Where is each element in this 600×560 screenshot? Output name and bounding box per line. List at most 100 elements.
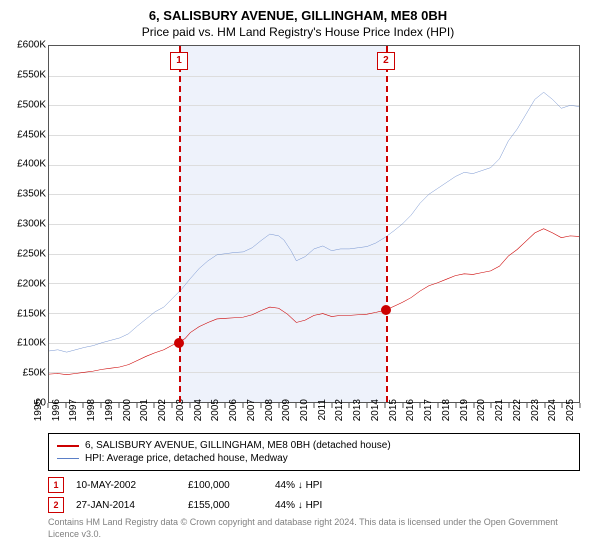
x-tick-label: 1995: [33, 399, 44, 429]
x-tick: [384, 403, 385, 408]
x-tick: [172, 403, 173, 408]
x-tick-label: 1997: [68, 399, 79, 429]
x-tick-label: 2021: [494, 399, 505, 429]
x-tick: [65, 403, 66, 408]
x-tick-label: 2023: [530, 399, 541, 429]
x-tick: [331, 403, 332, 408]
y-tick-label: £150K: [8, 308, 46, 319]
y-tick-label: £50K: [8, 368, 46, 379]
x-tick-label: 2005: [210, 399, 221, 429]
x-tick: [455, 403, 456, 408]
y-tick-label: £250K: [8, 248, 46, 259]
x-tick: [48, 403, 49, 408]
x-tick: [189, 403, 190, 408]
sales-table: 1 10-MAY-2002 £100,000 44% ↓ HPI 2 27-JAN-201…: [48, 477, 580, 517]
x-tick: [367, 403, 368, 408]
x-tick-label: 2025: [565, 399, 576, 429]
x-tick-label: 2011: [317, 399, 328, 429]
sale-date: 27-JAN-2014: [76, 500, 176, 511]
sale-marker: 1: [170, 52, 188, 70]
chart-title: 6, SALISBURY AVENUE, GILLINGHAM, ME8 0BH: [8, 8, 588, 23]
x-tick-label: 2024: [547, 399, 558, 429]
sale-vline: [179, 46, 181, 402]
y-tick-label: £550K: [8, 69, 46, 80]
chart-area: 12 £0£50K£100K£150K£200K£250K£300K£350K£…: [8, 45, 588, 425]
chart-subtitle: Price paid vs. HM Land Registry's House …: [8, 25, 588, 39]
x-tick-label: 1996: [51, 399, 62, 429]
x-tick-label: 2019: [459, 399, 470, 429]
x-tick: [296, 403, 297, 408]
x-tick: [314, 403, 315, 408]
x-tick: [562, 403, 563, 408]
y-tick-label: £600K: [8, 40, 46, 51]
sale-row-marker: 1: [48, 477, 64, 493]
series-price_paid: [49, 229, 579, 375]
x-tick-label: 2017: [423, 399, 434, 429]
y-tick-label: £100K: [8, 338, 46, 349]
x-tick: [154, 403, 155, 408]
x-tick-label: 2009: [281, 399, 292, 429]
x-tick-label: 2018: [441, 399, 452, 429]
legend-row: 6, SALISBURY AVENUE, GILLINGHAM, ME8 0BH…: [57, 440, 571, 451]
x-tick-label: 2014: [370, 399, 381, 429]
x-tick: [101, 403, 102, 408]
x-tick-label: 2001: [139, 399, 150, 429]
x-tick: [420, 403, 421, 408]
x-tick-label: 2003: [175, 399, 186, 429]
x-tick: [278, 403, 279, 408]
sale-marker: 2: [377, 52, 395, 70]
x-tick: [136, 403, 137, 408]
x-tick-label: 2007: [246, 399, 257, 429]
y-tick-label: £300K: [8, 219, 46, 230]
y-tick-label: £500K: [8, 99, 46, 110]
x-tick: [243, 403, 244, 408]
x-tick-label: 2015: [388, 399, 399, 429]
legend-label: 6, SALISBURY AVENUE, GILLINGHAM, ME8 0BH…: [85, 440, 391, 451]
sale-price: £155,000: [188, 500, 263, 511]
sale-dot: [174, 338, 184, 348]
x-tick-label: 2002: [157, 399, 168, 429]
x-tick: [491, 403, 492, 408]
x-tick: [207, 403, 208, 408]
y-tick-label: £350K: [8, 189, 46, 200]
y-tick-label: £400K: [8, 159, 46, 170]
sale-row: 2 27-JAN-2014 £155,000 44% ↓ HPI: [48, 497, 580, 513]
x-tick-label: 1998: [86, 399, 97, 429]
sale-row-marker: 2: [48, 497, 64, 513]
x-tick: [118, 403, 119, 408]
x-tick-label: 2008: [264, 399, 275, 429]
series-hpi: [49, 92, 579, 352]
y-tick-label: £200K: [8, 278, 46, 289]
sale-row: 1 10-MAY-2002 £100,000 44% ↓ HPI: [48, 477, 580, 493]
x-tick: [473, 403, 474, 408]
sale-date: 10-MAY-2002: [76, 480, 176, 491]
x-tick-label: 2022: [512, 399, 523, 429]
legend-swatch: [57, 458, 79, 459]
x-tick: [544, 403, 545, 408]
legend-swatch: [57, 445, 79, 447]
x-tick-label: 2010: [299, 399, 310, 429]
sale-dot: [381, 305, 391, 315]
x-tick: [225, 403, 226, 408]
x-tick-label: 2020: [476, 399, 487, 429]
sale-vline: [386, 46, 388, 402]
x-tick-label: 2016: [405, 399, 416, 429]
sale-delta: 44% ↓ HPI: [275, 480, 375, 491]
sale-price: £100,000: [188, 480, 263, 491]
x-tick: [526, 403, 527, 408]
copyright-footnote: Contains HM Land Registry data © Crown c…: [48, 517, 580, 540]
x-tick: [438, 403, 439, 408]
x-tick: [83, 403, 84, 408]
x-tick-label: 2006: [228, 399, 239, 429]
x-tick-label: 2004: [193, 399, 204, 429]
sale-delta: 44% ↓ HPI: [275, 500, 375, 511]
legend-label: HPI: Average price, detached house, Medw…: [85, 453, 288, 464]
x-tick-label: 2013: [352, 399, 363, 429]
x-tick: [260, 403, 261, 408]
x-tick: [509, 403, 510, 408]
y-tick-label: £450K: [8, 129, 46, 140]
x-tick-label: 2000: [122, 399, 133, 429]
x-tick: [349, 403, 350, 408]
legend-row: HPI: Average price, detached house, Medw…: [57, 453, 571, 464]
x-tick-label: 1999: [104, 399, 115, 429]
